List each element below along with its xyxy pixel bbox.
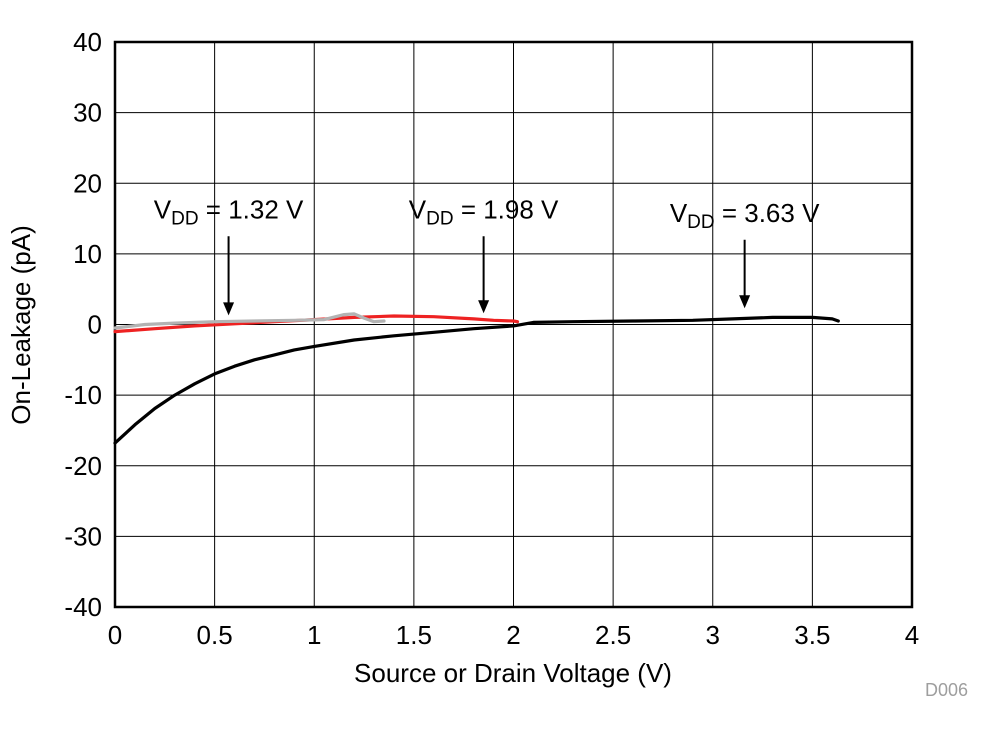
annotation-label: VDD = 1.98 V (409, 195, 559, 230)
y-tick-label: 30 (73, 98, 102, 128)
x-tick-label: 2.5 (595, 620, 631, 650)
series-line (113, 312, 386, 330)
y-axis-label: On-Leakage (pA) (6, 225, 36, 424)
y-tick-label: -40 (64, 592, 102, 622)
x-axis-label: Source or Drain Voltage (V) (354, 658, 672, 688)
annotation-arrow-head (478, 300, 490, 314)
plot-frame (113, 40, 914, 609)
y-tick-label: 0 (88, 310, 102, 340)
y-tick-label: 40 (73, 27, 102, 57)
x-tick-label: 3 (706, 620, 720, 650)
series-line (113, 314, 520, 334)
x-tick-label: 4 (905, 620, 919, 650)
x-tick-label: 0 (108, 620, 122, 650)
y-tick-label: -20 (64, 451, 102, 481)
x-tick-label: 1 (307, 620, 321, 650)
y-tick-label: -30 (64, 521, 102, 551)
annotation-label: VDD = 3.63 V (670, 198, 820, 233)
x-tick-label: 3.5 (794, 620, 830, 650)
annotation-arrow-head (223, 302, 235, 316)
x-tick-label: 0.5 (197, 620, 233, 650)
figure-id: D006 (925, 680, 968, 700)
annotation-arrow-head (739, 295, 751, 309)
x-tick-label: 2 (506, 620, 520, 650)
y-tick-label: 10 (73, 239, 102, 269)
y-tick-label: 20 (73, 168, 102, 198)
x-tick-label: 1.5 (396, 620, 432, 650)
annotation-label: VDD = 1.32 V (154, 195, 304, 230)
y-tick-label: -10 (64, 380, 102, 410)
series-line (113, 315, 840, 445)
